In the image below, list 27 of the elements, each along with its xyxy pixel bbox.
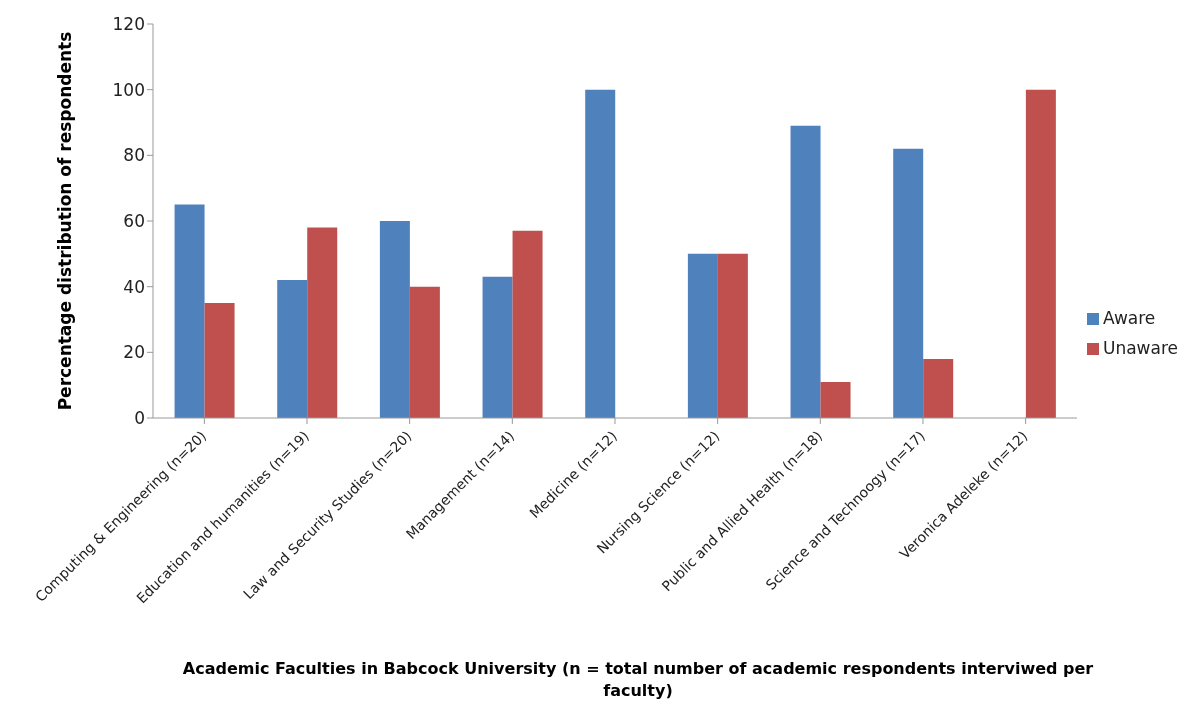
bar [482, 276, 513, 418]
bar [204, 303, 235, 418]
bar [1025, 89, 1056, 418]
bar [717, 253, 748, 418]
x-axis-title: Academic Faculties in Babcock University (n = total number of academic respondents interviwed per faculty) [181, 658, 1095, 702]
legend-label: Unaware [1102, 338, 1178, 358]
y-tick-label: 120 [112, 14, 145, 35]
y-tick-label: 60 [123, 211, 145, 232]
bar [512, 230, 543, 418]
bar [893, 148, 924, 418]
bar [585, 89, 616, 418]
y-tick-label: 100 [112, 79, 145, 100]
legend-label: Aware [1102, 308, 1156, 328]
bar [790, 125, 821, 418]
bar [174, 204, 205, 418]
y-tick-label: 80 [123, 145, 145, 166]
y-tick-label: 0 [134, 408, 145, 429]
bar [923, 358, 954, 418]
y-axis-title: Percentage distribution of respondents [55, 31, 76, 411]
y-tick-label: 20 [123, 342, 145, 363]
bar [379, 221, 410, 418]
bar [820, 381, 851, 418]
y-tick-label: 40 [123, 276, 145, 297]
bar [307, 227, 338, 418]
bar [409, 286, 440, 418]
bar [687, 253, 718, 418]
bar [277, 280, 308, 418]
